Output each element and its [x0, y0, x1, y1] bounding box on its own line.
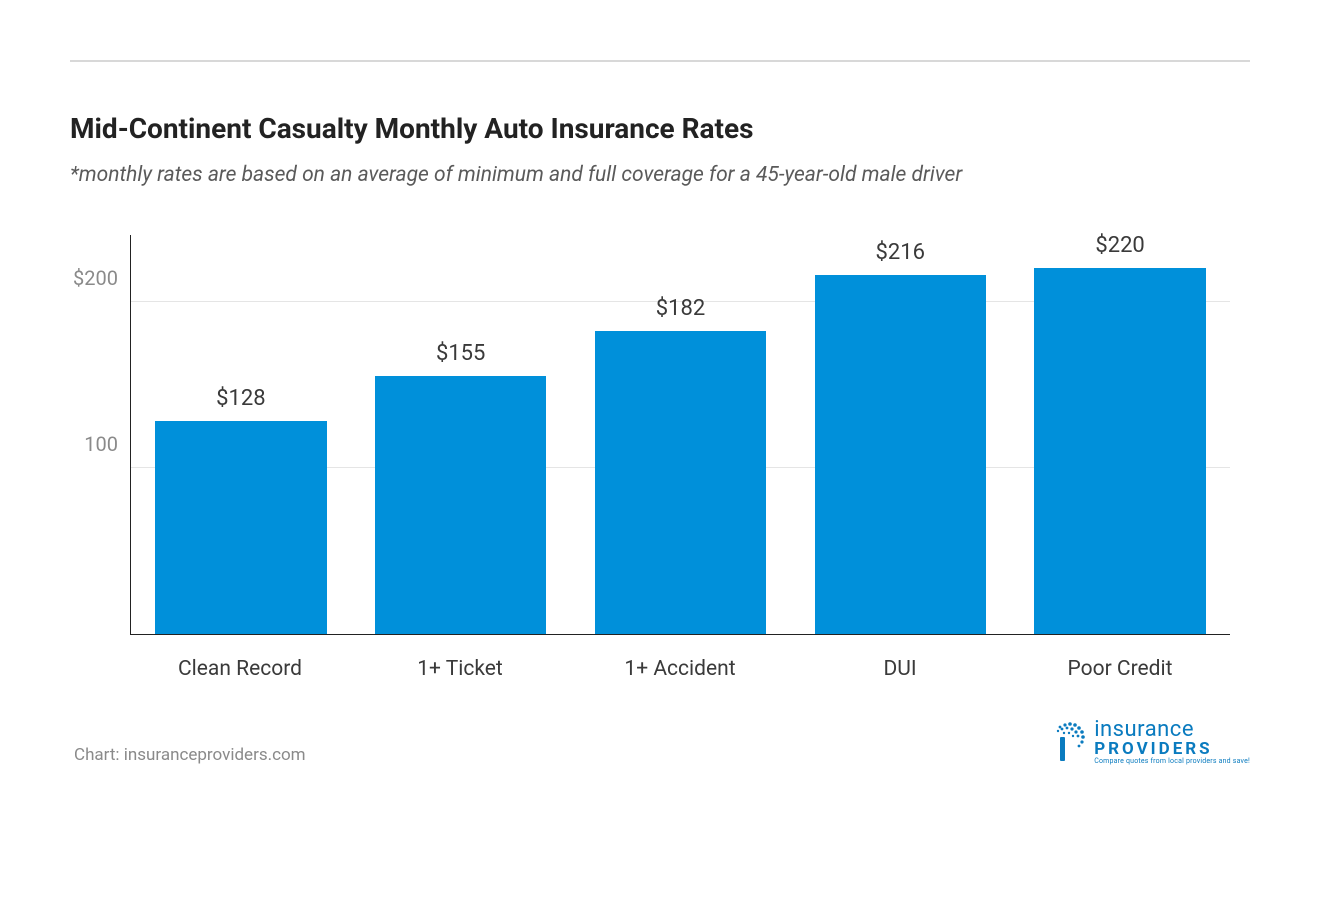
- chart-credit: Chart: insuranceproviders.com: [74, 745, 306, 765]
- bar-slot: $128: [131, 235, 351, 634]
- logo-tagline: Compare quotes from local providers and …: [1094, 758, 1250, 765]
- plot-box: $128 $155 $182 $216 $220: [130, 235, 1230, 635]
- x-axis-label: 1+ Accident: [570, 657, 790, 681]
- bar-slot: $155: [351, 235, 571, 634]
- logo-line1: insurance: [1094, 719, 1250, 741]
- bar-value-label: $155: [436, 341, 485, 366]
- bar: $220: [1034, 268, 1205, 634]
- x-axis-label: 1+ Ticket: [350, 657, 570, 681]
- logo-icon: [1052, 721, 1088, 763]
- bar: $182: [595, 331, 766, 634]
- bar-slot: $216: [790, 235, 1010, 634]
- logo-line2: PROVIDERS: [1094, 741, 1250, 758]
- bar: $155: [375, 376, 546, 634]
- chart-subtitle: *monthly rates are based on an average o…: [70, 163, 1250, 187]
- bar-value-label: $216: [876, 240, 925, 265]
- bar-slot: $182: [571, 235, 791, 634]
- bar-value-label: $182: [656, 296, 705, 321]
- top-divider: [70, 60, 1250, 62]
- chart-title: Mid-Continent Casualty Monthly Auto Insu…: [70, 112, 1250, 145]
- bar-value-label: $128: [216, 386, 265, 411]
- y-tick-label: 100: [84, 432, 118, 456]
- footer-row: Chart: insuranceproviders.com insurance …: [70, 719, 1250, 765]
- bar: $216: [815, 275, 986, 634]
- bar-slot: $220: [1010, 235, 1230, 634]
- x-axis-label: Poor Credit: [1010, 657, 1230, 681]
- brand-logo: insurance PROVIDERS Compare quotes from …: [1052, 719, 1250, 765]
- logo-text: insurance PROVIDERS Compare quotes from …: [1094, 719, 1250, 765]
- chart-plot-area: $128$155$182$216$220 100$200: [130, 235, 1230, 635]
- bars-group: $128 $155 $182 $216 $220: [131, 235, 1230, 634]
- x-axis-label: DUI: [790, 657, 1010, 681]
- chart-container: Mid-Continent Casualty Monthly Auto Insu…: [0, 0, 1320, 805]
- x-axis-label: Clean Record: [130, 657, 350, 681]
- x-axis-labels: Clean Record1+ Ticket1+ AccidentDUIPoor …: [130, 657, 1230, 681]
- bar: $128: [155, 421, 326, 634]
- bar-value-label: $220: [1095, 233, 1144, 258]
- y-tick-label: $200: [73, 266, 118, 290]
